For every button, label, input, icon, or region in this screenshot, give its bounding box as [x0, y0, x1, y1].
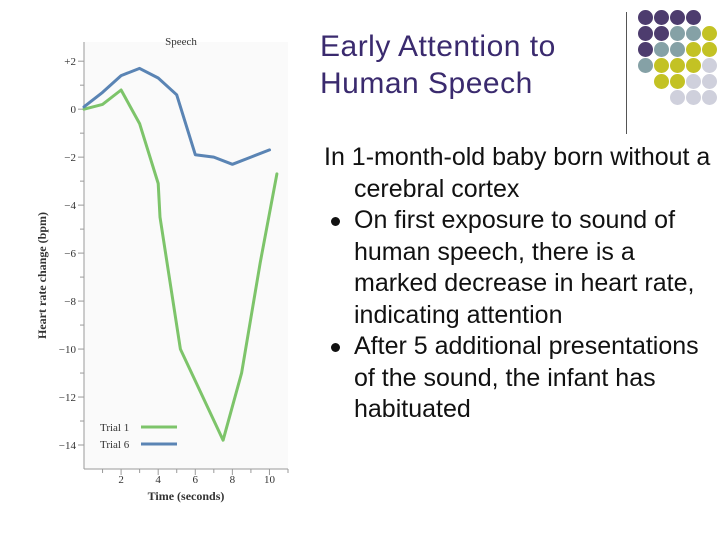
y-tick-label: −2: [64, 152, 76, 164]
decor-dot: [670, 26, 685, 41]
decor-dot: [670, 74, 685, 89]
decor-dot: [670, 10, 685, 25]
x-tick-label: 6: [193, 474, 199, 486]
legend-label: Trial 1: [100, 422, 129, 434]
y-tick-label: −8: [64, 296, 76, 308]
slide-title-line-2: Human Speech: [320, 67, 533, 100]
decor-dot: [702, 26, 717, 41]
legend-label: Trial 6: [100, 439, 130, 451]
bullet-text: On first exposure to sound of human spee…: [354, 206, 695, 329]
y-tick-label: −10: [59, 344, 77, 356]
bullet-item: On first exposure to sound of human spee…: [324, 205, 714, 331]
decor-dot: [686, 74, 701, 89]
decor-dot: [638, 42, 653, 57]
y-tick-label: −6: [64, 248, 76, 260]
series-line-trial-6: [82, 66, 271, 166]
decor-dot: [686, 26, 701, 41]
decor-dot: [654, 42, 669, 57]
x-tick-label: 2: [118, 474, 124, 486]
decor-dot: [670, 42, 685, 57]
decor-dot: [638, 58, 653, 73]
slide-body: In 1-month-old baby born without a cereb…: [324, 142, 714, 426]
intro-text: In 1-month-old baby born without a cereb…: [324, 143, 711, 203]
x-axis-label: Time (seconds): [148, 489, 225, 503]
decor-dot: [702, 58, 717, 73]
chart-title: Speech: [165, 36, 197, 48]
decor-dot: [686, 42, 701, 57]
divider-line: [626, 12, 627, 134]
bullet-dot-icon: [331, 343, 340, 352]
y-tick-label: −12: [59, 392, 76, 404]
series-line-trial-1: [82, 88, 279, 442]
heart-rate-chart: +2 0 −2 −4 −6 −8 −10 −12 −14 2 4 6 8 10 Speech Time (se…: [35, 36, 289, 503]
decor-dot: [670, 90, 685, 105]
decor-dot: [686, 90, 701, 105]
y-tick-label: 0: [71, 104, 77, 116]
y-tick-label: +2: [64, 56, 76, 68]
bullet-item: After 5 additional presentations of the …: [324, 331, 714, 426]
y-tick-label: −4: [64, 200, 76, 212]
x-tick-label: 4: [155, 474, 161, 486]
decor-dot: [686, 58, 701, 73]
decor-dot: [638, 10, 653, 25]
slide-title-line-1: Early Attention to: [320, 30, 556, 63]
decorative-dot-grid: [638, 10, 718, 120]
decor-dot: [670, 58, 685, 73]
decor-dot: [702, 42, 717, 57]
decor-dot: [654, 26, 669, 41]
y-axis-label: Heart rate change (bpm): [35, 212, 49, 339]
x-tick-label: 8: [230, 474, 236, 486]
decor-dot: [638, 26, 653, 41]
decor-dot: [702, 74, 717, 89]
decor-dot: [702, 90, 717, 105]
y-tick-label: −14: [59, 440, 77, 452]
bullet-dot-icon: [331, 217, 340, 226]
decor-dot: [654, 74, 669, 89]
bullet-text: After 5 additional presentations of the …: [354, 332, 699, 423]
slide-title: Early Attention to Human Speech: [320, 28, 620, 102]
decor-dot: [654, 58, 669, 73]
decor-dot: [654, 10, 669, 25]
x-tick-label: 10: [264, 474, 276, 486]
decor-dot: [686, 10, 701, 25]
plot-area: [84, 42, 288, 469]
